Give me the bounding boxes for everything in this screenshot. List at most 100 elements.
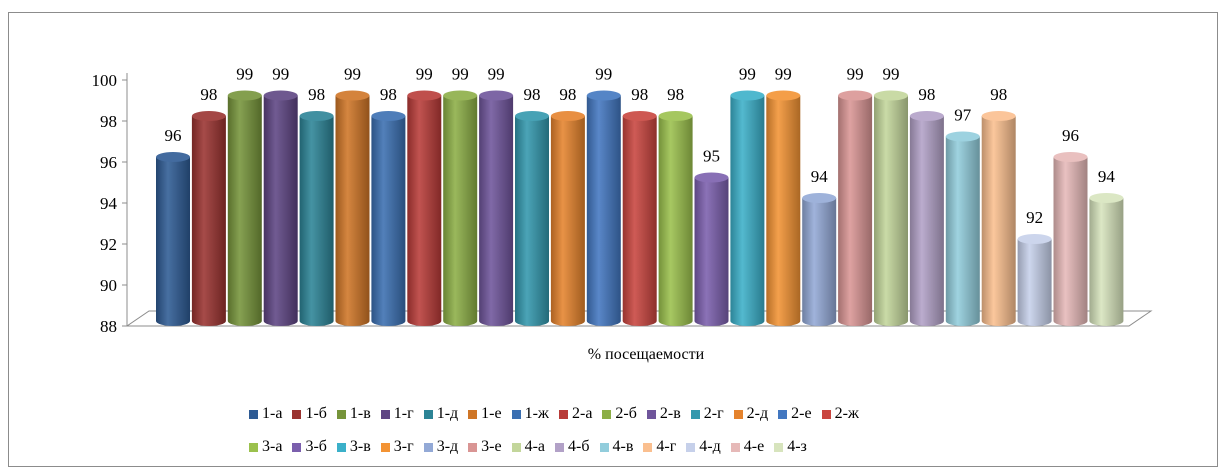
legend-row: 3-а 3-б 3-в 3-г 3-д 3-е 4-а 4-б 4-в 4-г 4-д 4-е 4-з [249, 438, 817, 456]
legend-swatch [558, 409, 568, 419]
legend-swatch [249, 442, 258, 452]
bar-top [1089, 193, 1124, 203]
data-label: 98 [559, 85, 576, 104]
legend-item: 3-в [336, 438, 371, 456]
bar-1-г [263, 90, 298, 326]
bar-top [981, 111, 1016, 121]
legend-item: 2-ж [821, 405, 859, 423]
data-label: 96 [165, 126, 182, 145]
legend-item: 1-д [423, 405, 458, 423]
bar-body [981, 116, 1016, 326]
bar-3-е [838, 90, 873, 326]
legend-item: 4-д [686, 438, 721, 456]
bar-body [515, 116, 549, 326]
data-label: 99 [236, 65, 253, 84]
legend-item: 3-г [380, 438, 414, 456]
bar-4-в [945, 131, 980, 326]
legend-swatch [423, 442, 433, 452]
legend-item: 3-б [292, 438, 327, 456]
bar-body [694, 177, 729, 326]
bar-top [622, 111, 657, 121]
legend-label: 1-б [305, 405, 327, 422]
legend-label: 3-е [481, 438, 502, 455]
legend-swatch [555, 442, 565, 452]
bar-3-а [658, 111, 693, 326]
bar-body [1053, 157, 1088, 326]
data-label: 94 [811, 167, 829, 186]
bar-body [838, 95, 873, 326]
data-label: 94 [1098, 167, 1116, 186]
bars [156, 90, 1124, 326]
legend-swatch [599, 442, 609, 452]
y-tick-label: 96 [100, 153, 117, 172]
legend-label: 1-в [349, 405, 371, 422]
legend-swatch [821, 409, 831, 419]
bar-body [191, 116, 226, 326]
data-label: 98 [631, 85, 648, 104]
bar-2-а [407, 90, 442, 326]
data-label: 92 [1026, 208, 1043, 227]
bar-2-г [515, 111, 549, 326]
bar-body [658, 116, 693, 326]
bar-body [802, 198, 837, 326]
legend-label: 4-з [787, 438, 807, 455]
bar-top [1017, 234, 1052, 244]
legend-item: 1-г [380, 405, 414, 423]
bar-top [1053, 152, 1088, 162]
data-label: 96 [1062, 126, 1079, 145]
bar-4-г [981, 111, 1016, 326]
legend-swatch [380, 409, 390, 419]
bar-top [227, 90, 262, 101]
legend-item: 2-а [558, 405, 592, 423]
bar-body [622, 116, 657, 326]
bar-top [802, 193, 837, 203]
legend-label: 4-е [743, 438, 765, 455]
bar-4-а [874, 90, 908, 326]
legend-swatch [511, 409, 521, 419]
legend-item: 2-е [778, 405, 812, 423]
legend-label: 4-а [524, 438, 546, 455]
data-label: 95 [703, 147, 720, 166]
data-label: 98 [990, 85, 1007, 104]
data-label: 99 [739, 65, 756, 84]
bar-top [407, 90, 442, 101]
data-labels: 96 98 99 99 98 99 98 99 99 99 98 98 99 98 98 95 99 99 94 99… [165, 65, 1116, 228]
legend-label: 3-в [349, 438, 371, 455]
bar-body [909, 116, 944, 326]
legend-swatch [468, 442, 478, 452]
legend-swatch [690, 409, 700, 419]
bar-body [227, 95, 262, 326]
data-label: 99 [272, 65, 289, 84]
legend-item: 2-в [646, 405, 681, 423]
legend-swatch [423, 409, 433, 419]
legend-swatch [511, 442, 521, 452]
legend-label: 2-ж [834, 405, 859, 422]
legend-item: 3-е [468, 438, 502, 456]
legend-swatch [778, 409, 788, 419]
legend-swatch [730, 442, 740, 452]
bar-4-з [1089, 193, 1124, 326]
bar-top [263, 90, 298, 101]
bar-top [909, 111, 944, 121]
legend-item: 4-з [774, 438, 807, 456]
legend-item: 3-а [249, 438, 282, 456]
legend-swatch [336, 442, 346, 452]
bar-body [1089, 198, 1124, 326]
bar-top [874, 90, 908, 101]
legend-label: 4-г [656, 438, 677, 455]
bar-body [263, 95, 298, 326]
legend-swatch [380, 442, 390, 452]
legend-label: 3-г [393, 438, 414, 455]
legend-item: 4-а [511, 438, 546, 456]
legend-swatch [646, 409, 656, 419]
bar-3-д [802, 193, 837, 326]
bar-1-а [156, 152, 190, 326]
bar-body [299, 116, 334, 326]
bar-top [479, 90, 514, 101]
bar-2-д [550, 111, 585, 326]
y-axis: 88 90 92 94 96 98 100 [92, 71, 128, 336]
legend-row: 1-а 1-б 1-в 1-г 1-д 1-е 1-ж 2-а 2-б 2-в 2-г 2-д 2-е 2… [249, 405, 869, 423]
bar-3-в [730, 90, 765, 326]
legend-label: 3-д [436, 438, 459, 455]
legend-label: 1-ж [524, 405, 549, 422]
